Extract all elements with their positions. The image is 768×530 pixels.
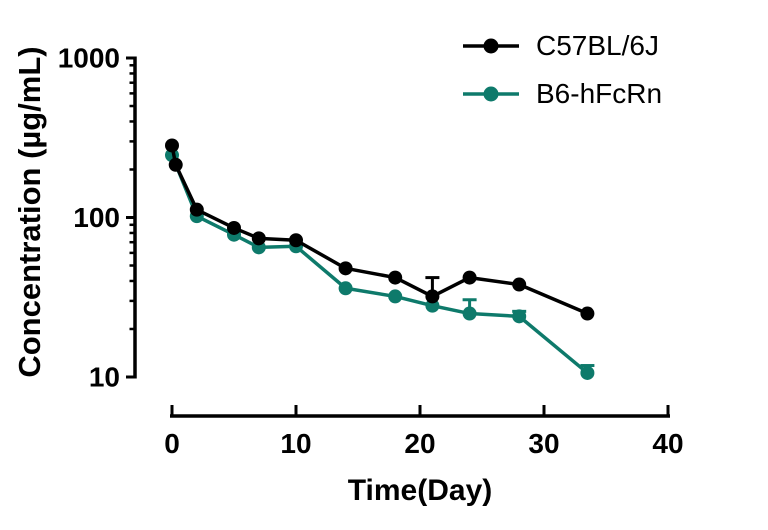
- data-point-marker: [189, 202, 204, 217]
- legend-label: B6-hFcRn: [536, 78, 663, 109]
- data-point-marker: [338, 261, 353, 276]
- legend-label: C57BL/6J: [536, 30, 659, 61]
- series-B6-hFcRn: [165, 148, 595, 380]
- x-tick-label: 30: [528, 428, 559, 459]
- data-point-marker: [512, 309, 527, 324]
- x-tick-label: 10: [280, 428, 311, 459]
- y-tick-label: 10: [89, 362, 120, 393]
- data-point-marker: [388, 289, 403, 304]
- legend: C57BL/6J B6-hFcRn: [462, 32, 662, 108]
- series-line: [170, 145, 589, 316]
- data-point-marker: [289, 233, 303, 248]
- data-point-marker: [388, 270, 403, 285]
- legend-line-marker-icon: [463, 86, 519, 102]
- x-tick-label: 20: [404, 428, 435, 459]
- data-point-marker: [512, 277, 527, 292]
- y-tick-label: 1000: [58, 43, 120, 74]
- y-axis: 10 100 1000: [58, 43, 137, 393]
- data-point-marker: [580, 306, 595, 321]
- data-point-marker: [425, 289, 440, 304]
- legend-line-marker-icon: [463, 38, 519, 54]
- x-tick-label: 40: [652, 428, 683, 459]
- data-point-marker: [462, 306, 477, 321]
- data-point-marker: [227, 220, 241, 235]
- y-tick-label: 100: [73, 202, 120, 233]
- data-point-marker: [168, 157, 183, 172]
- legend-entry-b6-hfcrn: B6-hFcRn: [462, 80, 662, 108]
- x-tick-label: 0: [164, 428, 180, 459]
- series-line: [170, 154, 589, 375]
- x-axis-title: Time(Day): [347, 474, 493, 507]
- legend-entry-c57bl6j: C57BL/6J: [462, 32, 662, 60]
- data-point-marker: [338, 281, 353, 296]
- series-C57BL/6J: [165, 138, 595, 321]
- data-point-marker: [251, 231, 266, 246]
- y-axis-title: Concentration (µg/mL): [12, 46, 47, 378]
- data-point-marker: [462, 270, 477, 285]
- data-point-marker: [165, 138, 179, 153]
- x-axis: 0 10 20 30 40: [164, 405, 684, 459]
- data-point-marker: [580, 365, 595, 380]
